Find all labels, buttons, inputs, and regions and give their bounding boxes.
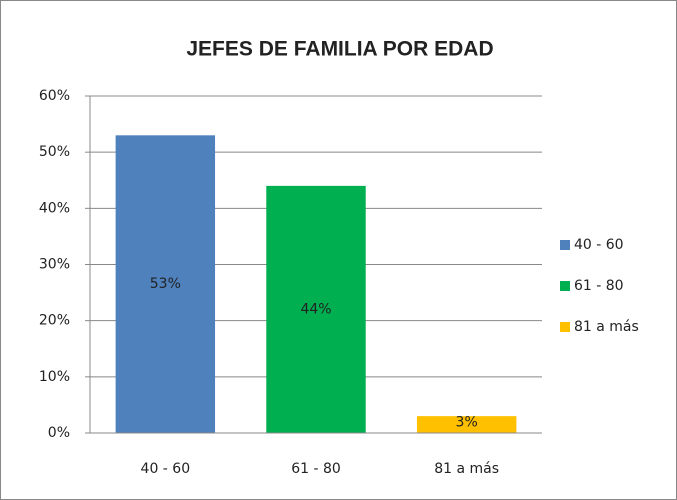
legend-label: 61 - 80	[574, 278, 624, 294]
y-tick-label: 10%	[39, 369, 70, 385]
legend-swatch	[560, 281, 570, 291]
y-tick-label: 60%	[39, 88, 70, 104]
bar	[115, 135, 216, 434]
y-tick-label: 40%	[39, 200, 70, 216]
y-tick-label: 50%	[39, 144, 70, 160]
legend-label: 40 - 60	[574, 237, 624, 253]
bar	[266, 185, 366, 433]
y-tick-label: 20%	[39, 313, 70, 329]
legend-swatch	[560, 322, 570, 332]
value-label: 3%	[456, 415, 478, 431]
value-label: 44%	[300, 301, 331, 317]
legend-label: 81 a más	[574, 319, 639, 335]
x-tick-label: 81 a más	[434, 461, 499, 477]
value-label: 53%	[150, 276, 181, 292]
x-tick-label: 40 - 60	[141, 461, 191, 477]
bar	[416, 416, 517, 433]
y-tick-label: 0%	[48, 425, 70, 441]
legend-swatch	[560, 240, 570, 250]
y-tick-label: 30%	[39, 257, 70, 273]
x-tick-label: 61 - 80	[291, 461, 341, 477]
chart-title: JEFES DE FAMILIA POR EDAD	[186, 38, 493, 61]
